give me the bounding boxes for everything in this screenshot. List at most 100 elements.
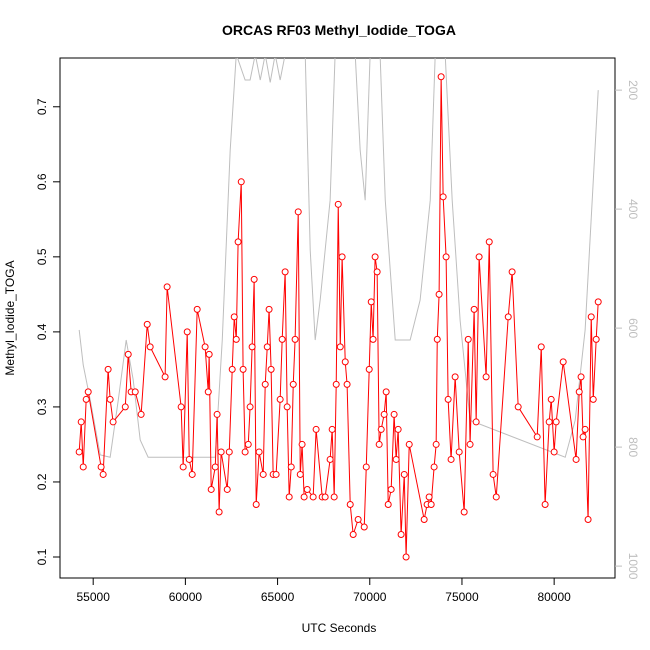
data-point (109, 418, 117, 426)
data-point (312, 425, 320, 433)
data-point (161, 373, 169, 381)
data-point (475, 253, 483, 261)
data-point (472, 418, 480, 426)
data-point (246, 403, 254, 411)
data-point (163, 283, 171, 291)
data-point (584, 515, 592, 523)
data-point (143, 320, 151, 328)
data-point (460, 508, 468, 516)
data-point (283, 403, 291, 411)
data-point (261, 380, 269, 388)
data-point (298, 440, 306, 448)
data-point (425, 493, 433, 501)
data-point (433, 335, 441, 343)
data-point (394, 425, 402, 433)
data-point (466, 440, 474, 448)
data-point (572, 455, 580, 463)
data-point (289, 380, 297, 388)
data-point (485, 238, 493, 246)
y-tick-label: 0.3 (35, 398, 49, 415)
data-point (183, 328, 191, 336)
data-point (592, 335, 600, 343)
data-point (550, 448, 558, 456)
data-point (188, 470, 196, 478)
data-point (384, 500, 392, 508)
data-point (300, 493, 308, 501)
data-point (435, 290, 443, 298)
data-point (587, 313, 595, 321)
data-point (430, 463, 438, 471)
data-point (255, 448, 263, 456)
data-point (75, 448, 83, 456)
y-tick-label: 0.1 (35, 548, 49, 565)
data-point (437, 73, 445, 81)
data-point (373, 268, 381, 276)
data-point (205, 350, 213, 358)
data-point (451, 373, 459, 381)
data-point (328, 425, 336, 433)
data-point (380, 410, 388, 418)
y2-tick-label: 600 (626, 318, 640, 338)
data-point (402, 553, 410, 561)
data-point (375, 440, 383, 448)
data-point (508, 268, 516, 276)
data-point (400, 470, 408, 478)
series-line (78, 76, 599, 558)
data-point (594, 298, 602, 306)
data-point (367, 298, 375, 306)
data-point (455, 448, 463, 456)
data-point (278, 335, 286, 343)
data-point (97, 463, 105, 471)
data-point (447, 455, 455, 463)
data-point (285, 493, 293, 501)
data-point (179, 463, 187, 471)
data-point (559, 358, 567, 366)
data-point (341, 358, 349, 366)
data-point (223, 485, 231, 493)
data-point (369, 335, 377, 343)
data-point (281, 268, 289, 276)
data-point (241, 448, 249, 456)
data-point (442, 253, 450, 261)
data-point (232, 335, 240, 343)
data-point (211, 463, 219, 471)
data-point (492, 493, 500, 501)
data-point (432, 440, 440, 448)
data-point (547, 395, 555, 403)
data-point (294, 208, 302, 216)
data-point (99, 470, 107, 478)
x-tick-label: 65000 (261, 590, 295, 604)
chart-title: ORCAS RF03 Methyl_Iodide_TOGA (222, 22, 456, 38)
data-point (137, 410, 145, 418)
data-point (77, 418, 85, 426)
data-point (589, 395, 597, 403)
data-point (121, 403, 129, 411)
data-point (272, 470, 280, 478)
data-point (237, 178, 245, 186)
plot-area (75, 58, 602, 561)
data-point (514, 403, 522, 411)
data-point (131, 388, 139, 396)
data-point (239, 365, 247, 373)
data-point (349, 530, 357, 538)
data-point (444, 395, 452, 403)
x-tick-label: 55000 (77, 590, 111, 604)
data-point (360, 523, 368, 531)
data-point (343, 380, 351, 388)
data-point (177, 403, 185, 411)
data-point (230, 313, 238, 321)
y-tick-label: 0.4 (35, 323, 49, 340)
data-point (334, 200, 342, 208)
data-point (215, 508, 223, 516)
data-point (338, 253, 346, 261)
data-point (420, 515, 428, 523)
data-point (321, 493, 329, 501)
data-point (250, 275, 258, 283)
y-axis-label: Methyl_Iodide_TOGA (3, 260, 17, 375)
data-point (537, 343, 545, 351)
data-point (265, 305, 273, 313)
data-point (124, 350, 132, 358)
data-point (579, 433, 587, 441)
data-point (234, 238, 242, 246)
